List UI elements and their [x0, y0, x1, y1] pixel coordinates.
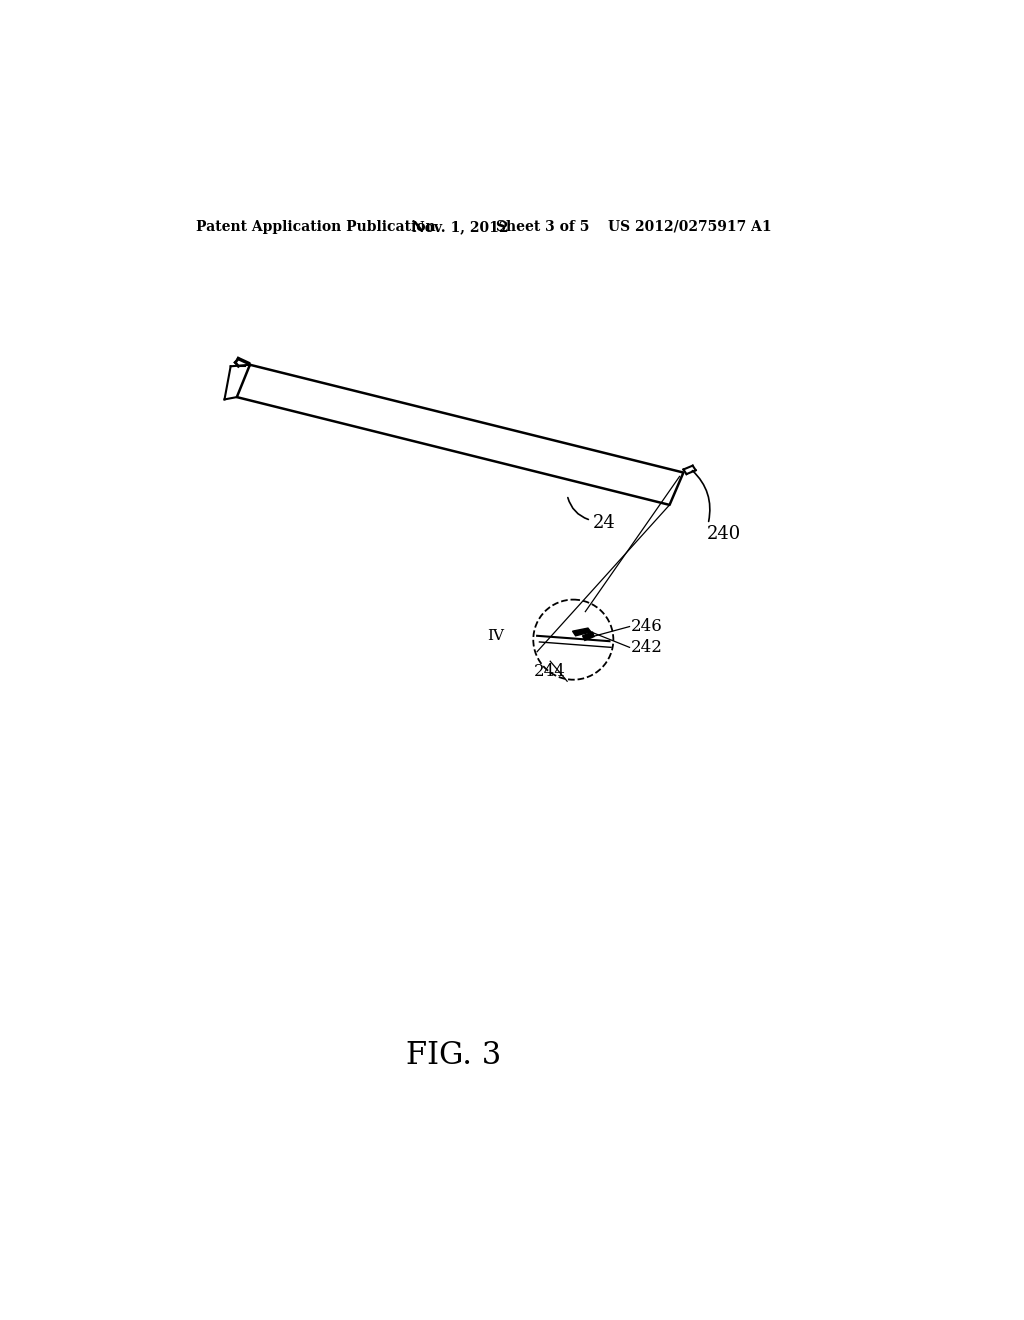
Text: 240: 240: [707, 525, 740, 543]
Text: 24: 24: [593, 515, 615, 532]
Text: Nov. 1, 2012: Nov. 1, 2012: [412, 220, 508, 234]
Polygon shape: [572, 628, 591, 636]
Text: Patent Application Publication: Patent Application Publication: [196, 220, 435, 234]
Text: 246: 246: [631, 618, 663, 635]
Text: FIG. 3: FIG. 3: [407, 1040, 502, 1071]
Text: 242: 242: [631, 639, 663, 656]
Text: IV: IV: [487, 628, 504, 643]
Polygon shape: [583, 632, 594, 640]
Text: US 2012/0275917 A1: US 2012/0275917 A1: [608, 220, 772, 234]
Text: Sheet 3 of 5: Sheet 3 of 5: [497, 220, 590, 234]
Text: 244: 244: [535, 663, 566, 680]
